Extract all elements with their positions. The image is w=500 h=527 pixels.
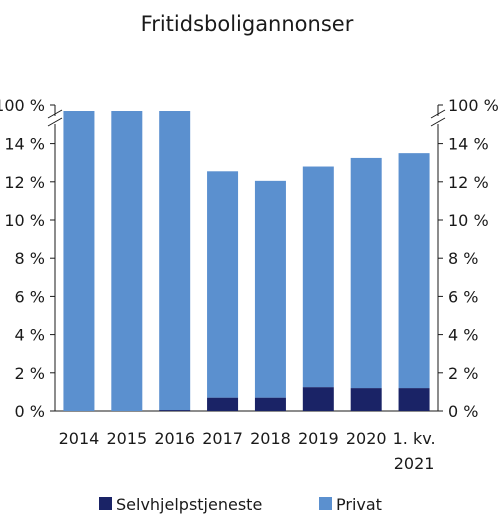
chart-title: Fritidsboligannonser xyxy=(141,12,354,36)
y-tick-label-left: 0 % xyxy=(15,402,45,421)
y-axis-right: 0 % 2 % 4 % 6 % 8 % 10 % 12 % 14 % 100 % xyxy=(430,96,499,421)
bar-privat-2014 xyxy=(63,111,95,411)
x-tick-label: 2016 xyxy=(154,429,195,448)
x-tick-label: 1. kv. 2021 xyxy=(393,429,436,473)
bar-privat-1-kv-2021 xyxy=(398,153,430,389)
y-tick-label-left: 100 % xyxy=(0,96,45,115)
y-tick-label-left: 4 % xyxy=(15,326,45,345)
legend-label-selvhjelpstjeneste: Selvhjelpstjeneste xyxy=(116,495,262,514)
y-tick-label-left: 2 % xyxy=(15,364,45,383)
y-tick-label-right: 0 % xyxy=(448,402,478,421)
bar-selvhjelpstjeneste-2019 xyxy=(302,387,334,411)
legend-label-privat: Privat xyxy=(336,495,382,514)
bar-selvhjelpstjeneste-1-kv-2021 xyxy=(398,388,430,411)
axis-break-mark xyxy=(430,109,446,119)
x-tick-label: 2014 xyxy=(59,429,100,448)
y-tick-label-right: 8 % xyxy=(448,249,478,268)
bar-selvhjelpstjeneste-2016 xyxy=(159,410,191,411)
axis-break-mark xyxy=(47,109,63,119)
bar-privat-2020 xyxy=(350,157,382,389)
y-tick-label-right: 14 % xyxy=(448,135,489,154)
y-tick-label-right: 100 % xyxy=(448,96,499,115)
bars xyxy=(63,111,430,411)
bar-selvhjelpstjeneste-2018 xyxy=(254,397,286,411)
y-tick-label-right: 6 % xyxy=(448,287,478,306)
bar-selvhjelpstjeneste-2017 xyxy=(207,397,239,411)
y-tick-label-right: 2 % xyxy=(448,364,478,383)
y-tick-label-right: 12 % xyxy=(448,173,489,192)
bar-selvhjelpstjeneste-2020 xyxy=(350,388,382,411)
axis-break-mark xyxy=(430,117,446,127)
bar-privat-2018 xyxy=(254,180,286,398)
x-tick-label: 2020 xyxy=(346,429,387,448)
y-tick-label-left: 14 % xyxy=(4,135,45,154)
y-tick-label-left: 6 % xyxy=(15,287,45,306)
y-tick-label-left: 12 % xyxy=(4,173,45,192)
x-tick-label: 2015 xyxy=(106,429,147,448)
bar-privat-2016 xyxy=(159,111,191,411)
y-tick-label-right: 4 % xyxy=(448,326,478,345)
bar-privat-2019 xyxy=(302,166,334,388)
axis-break-mark xyxy=(47,117,63,127)
legend: Selvhjelpstjeneste Privat xyxy=(99,495,382,514)
x-axis: 2014 2015 2016 2017 2018 2019 2020 1. kv. 2021 xyxy=(59,429,436,473)
x-tick-label: 2018 xyxy=(250,429,291,448)
bar-privat-2015 xyxy=(111,111,143,411)
legend-swatch-privat xyxy=(319,497,332,510)
y-tick-label-left: 10 % xyxy=(4,211,45,230)
y-axis-left: 0 % 2 % 4 % 6 % 8 % 10 % 12 % 14 % 100 % xyxy=(0,96,438,421)
x-tick-label: 2017 xyxy=(202,429,243,448)
y-tick-label-left: 8 % xyxy=(15,249,45,268)
legend-swatch-selvhjelpstjeneste xyxy=(99,497,112,510)
y-tick-label-right: 10 % xyxy=(448,211,489,230)
x-tick-label: 2019 xyxy=(298,429,339,448)
bar-privat-2017 xyxy=(207,171,239,398)
